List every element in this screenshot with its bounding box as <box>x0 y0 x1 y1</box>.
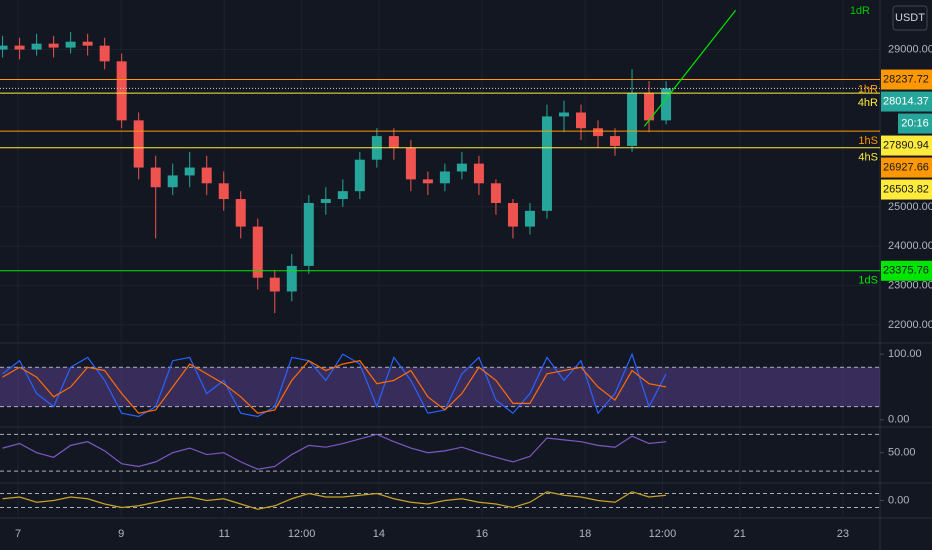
candle-body <box>610 136 621 146</box>
candle-body <box>405 147 416 180</box>
level-name: 1hS <box>858 135 878 147</box>
price-label <box>881 260 932 281</box>
candle-body <box>439 171 450 184</box>
level-name: 1dS <box>858 275 878 287</box>
x-tick-label: 21 <box>734 528 746 540</box>
candle-body <box>14 45 25 50</box>
y-tick-label: 24000.00 <box>888 240 932 252</box>
candle-body <box>252 226 263 278</box>
x-tick-label: 14 <box>373 528 385 540</box>
candle-body <box>167 175 178 188</box>
level-name: 1hR <box>858 83 878 95</box>
x-tick-label: 23 <box>837 528 849 540</box>
countdown: 20:16 <box>901 117 929 129</box>
candle-body <box>82 41 93 46</box>
y-tick-label: 0.00 <box>888 494 909 506</box>
price-label-text: 28237.72 <box>883 73 929 85</box>
x-tick-label: 7 <box>15 528 21 540</box>
candle-body <box>661 88 672 121</box>
candle-body <box>286 265 297 292</box>
indicator-line <box>2 433 667 470</box>
y-tick-label: 29000.00 <box>888 43 932 55</box>
y-tick-label: 50.00 <box>888 447 916 459</box>
price-label <box>881 69 932 90</box>
candle-body <box>490 183 501 203</box>
candle-body <box>320 199 331 203</box>
y-tick-label: 25000.00 <box>888 201 932 213</box>
candle-body <box>507 202 518 227</box>
band <box>0 367 880 407</box>
candle-body <box>422 179 433 184</box>
candle-body <box>337 191 348 200</box>
candle-body <box>65 41 76 48</box>
candle-body <box>473 163 484 184</box>
level-name: 4hR <box>858 97 878 109</box>
currency[interactable]: USDT <box>895 12 925 24</box>
candle-body <box>541 116 552 211</box>
candle-body <box>218 183 229 200</box>
candle-body <box>201 167 212 184</box>
price-label-text: 23375.76 <box>883 265 929 277</box>
candle-body <box>644 92 655 121</box>
candle-body <box>388 136 399 148</box>
candle-body <box>303 202 314 266</box>
currency-button[interactable] <box>892 5 928 31</box>
candle-body <box>235 199 246 227</box>
trendline <box>643 9 737 127</box>
candle-body <box>456 163 467 172</box>
countdown-label <box>898 113 932 134</box>
candle-body <box>31 43 42 50</box>
candle-body <box>48 43 59 48</box>
candle-body <box>116 61 127 121</box>
indicator-line <box>2 359 667 414</box>
price-label-text: 28014.37 <box>883 95 929 107</box>
indicator-line <box>2 491 667 510</box>
candle-body <box>99 45 110 62</box>
candle-body <box>627 92 638 146</box>
x-tick-label: 18 <box>579 528 591 540</box>
candle-body <box>133 120 144 168</box>
price-label-text: 26927.66 <box>883 161 929 173</box>
candle-body <box>593 128 604 137</box>
price-label <box>881 91 932 112</box>
y-tick-label: 22000.00 <box>888 319 932 331</box>
price-label-text: 26503.82 <box>883 183 929 195</box>
x-tick-label: 12:00 <box>649 528 677 540</box>
candle-body <box>354 159 365 192</box>
x-tick-label: 9 <box>118 528 124 540</box>
price-label <box>881 135 932 156</box>
x-tick-label: 11 <box>219 528 230 540</box>
price-label <box>881 157 932 178</box>
candle-body <box>524 210 535 227</box>
level-name: 1dR <box>850 5 870 17</box>
y-tick-label: 100.00 <box>888 348 922 360</box>
price-label <box>881 179 932 200</box>
y-tick-label: 23000.00 <box>888 279 932 291</box>
candle-body <box>269 277 280 292</box>
x-tick-label: 12:00 <box>288 528 316 540</box>
level-name: 4hS <box>858 152 878 164</box>
x-tick-label: 16 <box>476 528 488 540</box>
y-tick-label: 0.00 <box>888 414 909 426</box>
price-label-text: 27890.94 <box>883 139 929 151</box>
candle-body <box>558 112 569 117</box>
candle-body <box>575 112 586 129</box>
candle-body <box>184 167 195 176</box>
candle-body <box>0 45 8 50</box>
candle-body <box>150 167 161 188</box>
